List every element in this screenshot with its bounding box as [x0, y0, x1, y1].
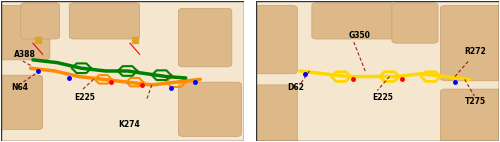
Text: A388: A388 — [14, 50, 36, 59]
FancyBboxPatch shape — [312, 3, 394, 39]
FancyBboxPatch shape — [178, 82, 242, 136]
Text: D62: D62 — [288, 83, 304, 92]
FancyBboxPatch shape — [0, 75, 42, 130]
Text: R272: R272 — [464, 47, 486, 56]
Text: T275: T275 — [464, 97, 486, 106]
FancyBboxPatch shape — [178, 8, 232, 67]
Text: G350: G350 — [348, 31, 370, 40]
FancyBboxPatch shape — [392, 3, 438, 43]
FancyBboxPatch shape — [0, 6, 50, 60]
Text: E225: E225 — [372, 93, 394, 102]
FancyBboxPatch shape — [440, 89, 500, 142]
Text: E225: E225 — [74, 93, 95, 102]
FancyBboxPatch shape — [251, 85, 298, 142]
Text: N64: N64 — [11, 83, 28, 92]
FancyBboxPatch shape — [251, 6, 298, 74]
FancyBboxPatch shape — [21, 3, 59, 39]
FancyBboxPatch shape — [440, 6, 500, 81]
FancyBboxPatch shape — [70, 3, 140, 39]
Text: K274: K274 — [118, 120, 140, 129]
